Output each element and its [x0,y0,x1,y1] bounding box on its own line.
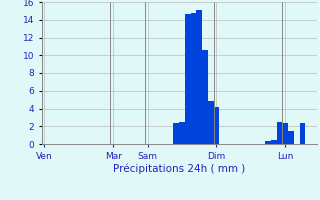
Bar [208,101,214,144]
Bar [179,122,185,144]
Bar [265,141,271,144]
X-axis label: Précipitations 24h ( mm ): Précipitations 24h ( mm ) [113,163,245,174]
Bar [282,123,288,144]
Bar [300,123,305,144]
Bar [202,50,208,144]
Bar [288,131,294,144]
Bar [173,123,179,144]
Bar [277,122,282,144]
Bar [271,140,277,144]
Bar [196,10,202,144]
Bar [185,14,191,144]
Bar [191,13,196,144]
Bar [214,107,219,144]
